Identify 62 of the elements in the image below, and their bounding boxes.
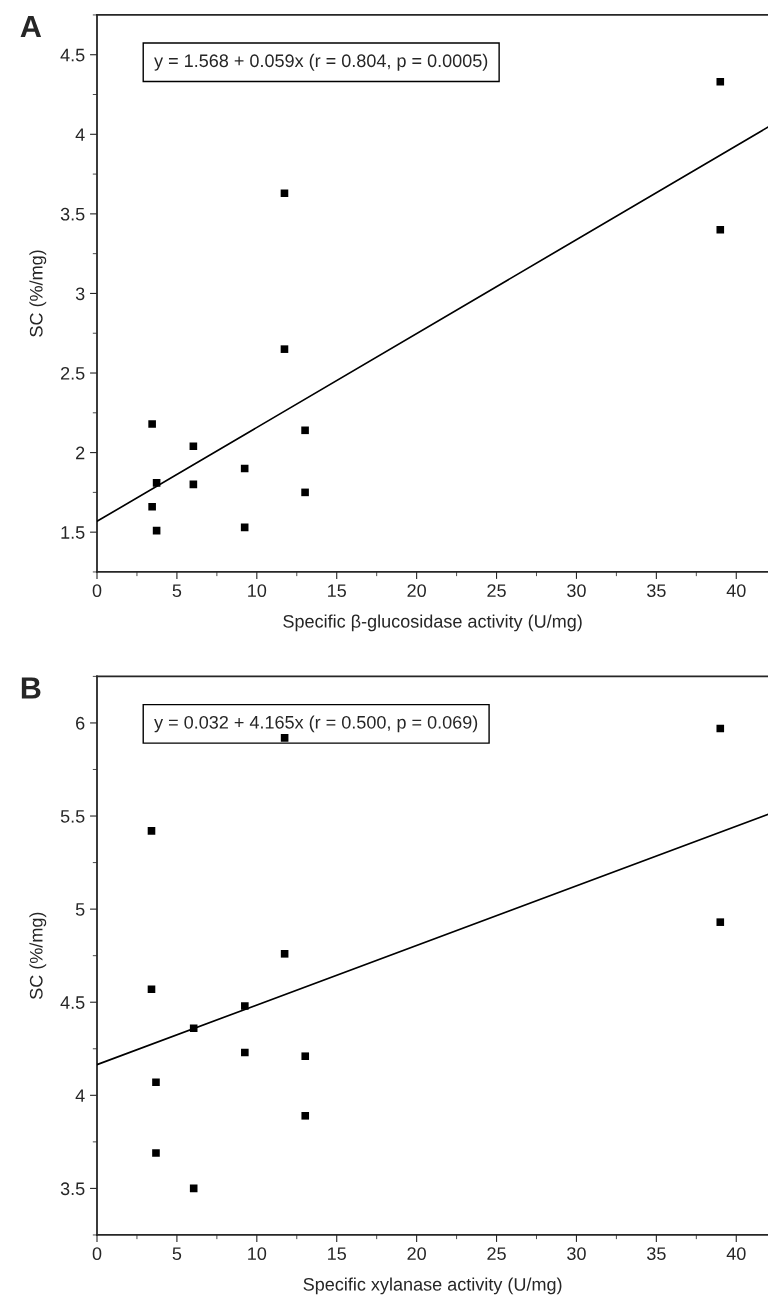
point <box>280 189 289 197</box>
y-tick-label: 5 <box>75 903 85 916</box>
x-tick-label: 15 <box>328 584 347 598</box>
point <box>189 1024 198 1033</box>
y-tick-label: 1.5 <box>61 526 85 539</box>
y-tick-label: 4.5 <box>60 996 85 1009</box>
y-tick-label: 2 <box>76 446 85 460</box>
x-tick-label: 35 <box>647 1247 666 1261</box>
annotation: y = 1.568 + 0.059x (r = 0.804, p = 0.0005) <box>154 53 488 71</box>
point <box>280 950 289 958</box>
point <box>241 1002 249 1010</box>
y-tick-label: 3.5 <box>60 207 85 221</box>
point <box>716 918 725 926</box>
point <box>301 1052 310 1061</box>
point <box>152 479 161 487</box>
x-tick-label: 25 <box>487 1247 506 1261</box>
point <box>280 734 289 742</box>
x-tick-label: 40 <box>726 584 746 598</box>
x-tick-label: 0 <box>92 584 102 598</box>
x-tick-label: 25 <box>487 584 506 598</box>
y-tick-label: 4 <box>75 1089 85 1102</box>
y-tick-label: 6 <box>76 716 85 730</box>
chart-title: B <box>21 677 41 699</box>
point <box>189 442 198 451</box>
annotation: y = 0.032 + 4.165x (r = 0.500, p = 0.069) <box>154 715 478 733</box>
x-tick-label: 35 <box>647 584 666 598</box>
x-tick-label: 5 <box>172 1247 182 1261</box>
x-axis-title: Specific β-glucosidase activity (U/mg) <box>283 614 582 632</box>
x-axis-title: Specific xylanase activity (U/mg) <box>303 1277 562 1295</box>
point <box>152 1078 160 1087</box>
x-tick-label: 30 <box>567 584 586 598</box>
point <box>716 724 725 733</box>
x-tick-label: 5 <box>172 584 182 598</box>
point <box>716 225 725 234</box>
x-tick-label: 0 <box>92 1247 102 1261</box>
point <box>152 1149 160 1157</box>
point <box>148 502 156 511</box>
y-tick-label: 3 <box>75 287 85 301</box>
y-axis-title: SC (%/mg) <box>29 912 47 999</box>
y-tick-label: 5.5 <box>60 810 85 823</box>
x-tick-label: 10 <box>248 584 267 598</box>
chart-title: A <box>20 16 42 38</box>
x-tick-label: 15 <box>328 1247 347 1261</box>
y-tick-label: 3.5 <box>60 1182 85 1196</box>
point <box>280 345 289 353</box>
y-tick-label: 4 <box>75 128 85 141</box>
point <box>241 1048 249 1057</box>
x-tick-label: 40 <box>726 1247 746 1261</box>
x-tick-label: 20 <box>407 1247 426 1261</box>
y-axis-title: SC (%/mg) <box>29 250 47 337</box>
x-tick-label: 30 <box>567 1247 586 1261</box>
y-tick-label: 2.5 <box>61 366 85 380</box>
point <box>301 1111 310 1120</box>
point <box>716 77 725 86</box>
point <box>301 426 309 435</box>
point <box>147 985 156 993</box>
point <box>148 420 156 428</box>
point <box>301 488 309 497</box>
point <box>147 827 156 835</box>
y-tick-label: 4.5 <box>60 48 85 62</box>
x-tick-label: 10 <box>248 1247 267 1261</box>
x-tick-label: 20 <box>407 584 426 598</box>
